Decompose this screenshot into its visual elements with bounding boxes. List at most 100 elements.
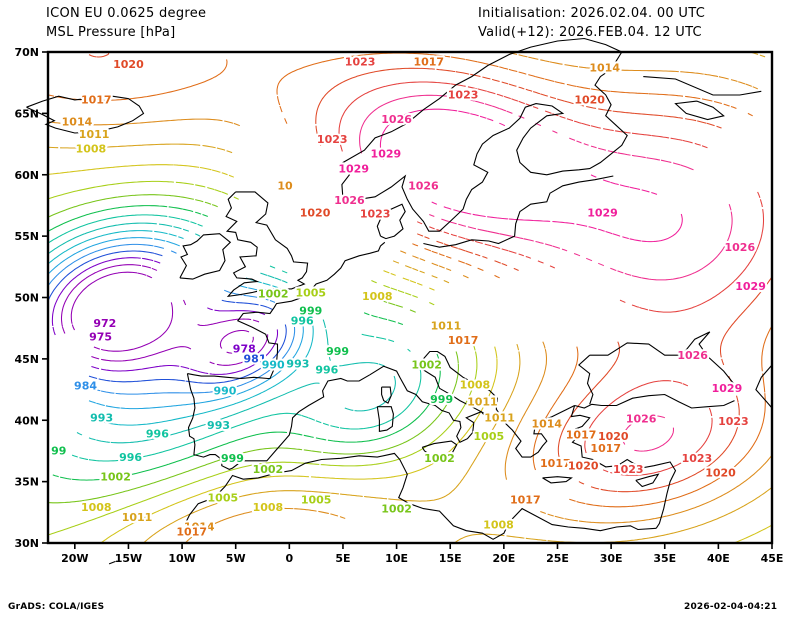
y-tick-label: 50N <box>14 292 39 305</box>
contour-line-1014 <box>730 79 738 82</box>
contour-line-1023 <box>757 191 761 198</box>
contour-line-984 <box>223 289 231 294</box>
contour-label: 1011 <box>431 319 462 332</box>
contour-line-1023 <box>508 250 517 254</box>
contour-line-1014 <box>680 71 704 75</box>
axis-labels-group: 20W 15W 10W 5W 0 5E 10E 15E 20E 25E 30E 35E 40E 45E 30… <box>14 46 783 565</box>
contour-line-1029 <box>588 226 597 230</box>
contour-label-halo: 996 <box>146 427 169 440</box>
contour-line-999 <box>182 208 194 213</box>
contour-line-1017 <box>761 325 773 372</box>
contour-label: 993 <box>90 411 113 424</box>
contour-line-1029 <box>458 110 470 114</box>
contour-line-1026 <box>672 162 681 166</box>
contour-line-1014 <box>528 56 539 60</box>
contour-line-1026 <box>544 243 553 247</box>
contour-line-1029 <box>610 181 619 186</box>
contour-label: 1023 <box>345 56 376 69</box>
contour-line-999 <box>378 316 388 321</box>
contour-line-1020 <box>508 83 517 87</box>
contour-line-1026 <box>607 150 618 154</box>
contour-line-1017 <box>499 66 509 70</box>
coastline <box>186 373 371 471</box>
contour-label-halo: 1023 <box>360 208 391 221</box>
contour-line-1002 <box>195 199 204 203</box>
contour-label: 1002 <box>381 502 412 515</box>
contour-label-halo: 1020 <box>705 467 736 480</box>
contour-label: 1023 <box>448 89 479 102</box>
contour-line-1026 <box>484 103 493 107</box>
contour-label: 1014 <box>184 521 215 534</box>
contour-label: 1011 <box>484 411 515 424</box>
contour-line-1014 <box>233 122 241 127</box>
coastline <box>423 175 614 248</box>
contour-line-996 <box>197 223 203 227</box>
footer-timestamp: 2026-02-04-04:21 <box>684 602 778 612</box>
contour-line-1029 <box>499 122 506 127</box>
contour-label: 1029 <box>587 206 618 219</box>
contour-line-993 <box>158 223 173 227</box>
contour-line-1026 <box>641 211 733 281</box>
contour-label-halo: 1005 <box>208 491 239 504</box>
contour-line-1023 <box>701 145 708 149</box>
contour-label-halo: 1020 <box>300 206 331 219</box>
contour-line-1020 <box>600 488 618 492</box>
coastline <box>674 100 725 121</box>
contour-line-996 <box>407 348 411 352</box>
contour-line-1011 <box>525 537 547 542</box>
contour-label: 1023 <box>360 208 391 221</box>
contour-line-1026 <box>622 415 666 445</box>
contour-line-981 <box>260 304 268 308</box>
contour-line-1023 <box>475 240 483 244</box>
contour-label: 1020 <box>598 430 629 443</box>
contour-label: 1008 <box>81 501 112 514</box>
contour-line-1026 <box>598 262 605 267</box>
contour-line-981 <box>110 378 185 383</box>
contour-line-1014 <box>62 118 223 126</box>
contour-line-1023 <box>619 299 626 303</box>
contour-line-1029 <box>380 152 384 160</box>
contour-line-975 <box>209 361 215 365</box>
contour-line-987 <box>154 238 166 242</box>
contour-line-1002 <box>204 201 212 205</box>
contour-label: 1011 <box>122 511 153 524</box>
contour-line-1017 <box>508 68 518 73</box>
coastline <box>635 473 660 488</box>
contour-line-993 <box>274 277 282 281</box>
contour-label-halo: 1023 <box>718 415 749 428</box>
contour-line-1017 <box>610 90 649 95</box>
contour-line-1017 <box>431 250 438 254</box>
contour-line-972 <box>219 329 250 349</box>
contour-line-1020 <box>532 91 541 95</box>
x-tick-label: 0 <box>286 552 294 565</box>
contour-line-984 <box>86 386 92 389</box>
contour-line-1023 <box>673 380 683 384</box>
contour-line-1023 <box>581 122 591 127</box>
contour-line-978 <box>100 364 180 372</box>
contour-label: 1008 <box>362 290 393 303</box>
contour-label-halo: 1017 <box>81 94 112 107</box>
contour-line-993 <box>76 432 83 436</box>
contour-line-993 <box>96 439 110 443</box>
contour-line-978 <box>190 368 198 372</box>
contour-line-978 <box>180 365 190 370</box>
contour-line-1020 <box>706 122 715 127</box>
contour-line-1014 <box>547 513 554 517</box>
contour-label-halo: 1002 <box>100 470 131 483</box>
contour-line-1029 <box>651 192 658 195</box>
y-tick-label: 30N <box>14 537 39 550</box>
contour-line-1005 <box>195 184 206 188</box>
contour-line-1026 <box>660 159 672 164</box>
contour-line-978 <box>214 309 258 313</box>
contour-label: 996 <box>291 315 314 328</box>
contour-label-halo: 1029 <box>587 206 618 219</box>
contour-line-1002 <box>380 299 388 303</box>
contour-line-1020 <box>564 100 574 105</box>
contour-line-990 <box>98 420 107 424</box>
contour-line-1014 <box>431 262 439 267</box>
contour-line-1023 <box>458 236 466 240</box>
contour-line-993 <box>344 407 354 411</box>
contour-line-993 <box>47 222 157 255</box>
contour-line-996 <box>168 216 181 220</box>
contour-line-1008 <box>47 164 174 175</box>
